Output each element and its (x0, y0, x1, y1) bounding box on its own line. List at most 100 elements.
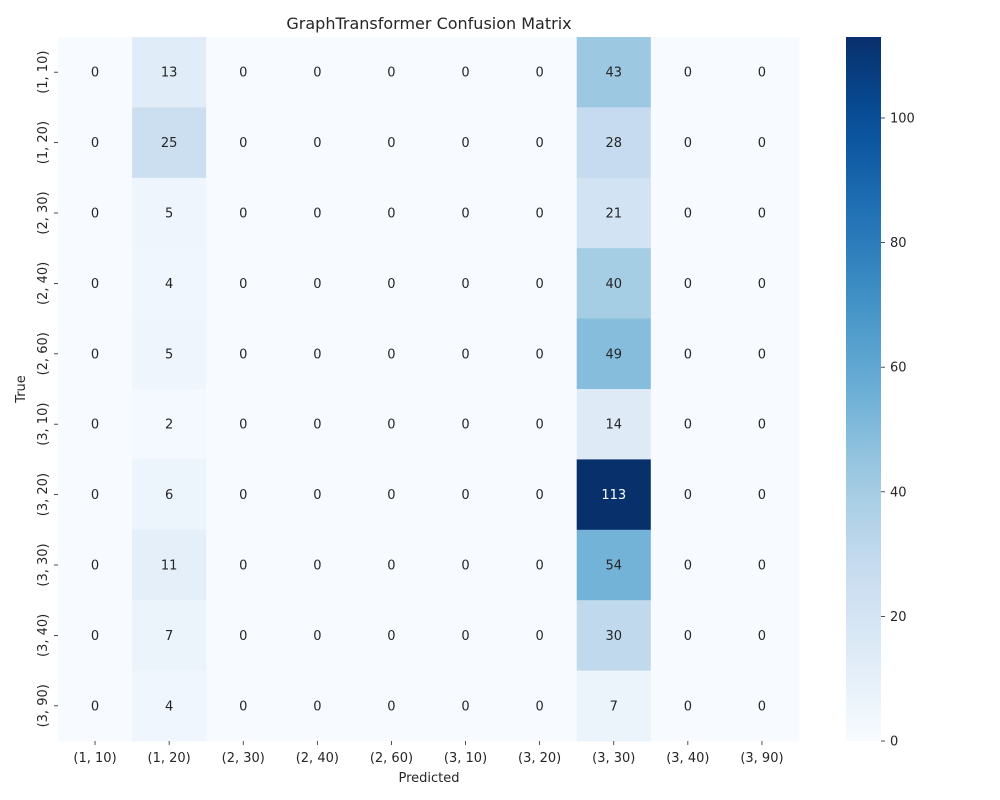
colorbar-tick-label: 80 (890, 236, 907, 251)
cell-value-label: 0 (239, 277, 247, 292)
colorbar (846, 37, 881, 741)
x-tick-label: (1, 20) (148, 751, 191, 766)
heatmap-cell (280, 600, 355, 672)
heatmap-cell (576, 389, 652, 460)
heatmap-cell (650, 248, 726, 320)
cell-value-label: 0 (461, 207, 469, 222)
cell-value-label: 0 (91, 699, 99, 714)
x-axis-ticks: (1, 10) (1, 20) (2, 30) (2, 40) (2, 60) (3, 1… (73, 741, 784, 766)
x-tick-label: (3, 20) (518, 751, 561, 766)
heatmap-cell (428, 600, 504, 672)
cell-value-label: 40 (605, 277, 622, 292)
heatmap-cell (502, 318, 578, 390)
cell-value-label: 0 (387, 559, 395, 574)
colorbar-tick-label: 40 (890, 485, 907, 500)
heatmap-cell (58, 177, 133, 249)
heatmap-cell (206, 459, 281, 531)
cell-value-label: 0 (536, 277, 544, 292)
x-tick-label: (2, 60) (370, 751, 413, 766)
cell-value-label: 25 (161, 136, 178, 151)
heatmap-cell (354, 600, 429, 672)
heatmap-cell (502, 670, 578, 742)
heatmap-cell (58, 600, 133, 672)
cell-annotations: 0 13 0 0 0 0 0 43 0 00 25 0 0 0 0 0 28 0 00 5 0 0 0 0 0 21 0 00 4 0 0 0… (91, 66, 766, 715)
heatmap-cell (502, 529, 578, 601)
heatmap-cell (724, 177, 800, 249)
y-tick-label: (2, 30) (36, 191, 51, 234)
heatmap-cell (576, 459, 652, 531)
heatmap-cell (280, 318, 355, 390)
heatmap-cell (650, 459, 726, 531)
cell-value-label: 0 (684, 347, 692, 362)
heatmap-cell (58, 670, 133, 742)
cell-value-label: 0 (91, 418, 99, 433)
cell-value-label: 0 (758, 418, 766, 433)
cell-value-label: 11 (161, 559, 178, 574)
heatmap-cell (354, 459, 429, 531)
cell-value-label: 0 (387, 699, 395, 714)
heatmap-cells (58, 37, 800, 742)
heatmap-cell (354, 529, 429, 601)
cell-value-label: 0 (387, 207, 395, 222)
colorbar-tick-label: 0 (890, 735, 898, 750)
heatmap-cell (650, 318, 726, 390)
heatmap-cell (58, 318, 133, 390)
heatmap-cell (502, 177, 578, 249)
cell-value-label: 0 (91, 207, 99, 222)
cell-value-label: 0 (536, 488, 544, 503)
cell-value-label: 0 (758, 66, 766, 81)
cell-value-label: 0 (461, 136, 469, 151)
cell-value-label: 0 (461, 418, 469, 433)
cell-value-label: 0 (91, 559, 99, 574)
y-tick-label: (1, 20) (36, 121, 51, 164)
heatmap-cell (206, 529, 281, 601)
cell-value-label: 0 (758, 277, 766, 292)
heatmap-cell (132, 248, 207, 320)
cell-value-label: 0 (387, 629, 395, 644)
cell-value-label: 21 (605, 207, 622, 222)
cell-value-label: 43 (605, 66, 622, 81)
heatmap-cell (132, 459, 207, 531)
cell-value-label: 0 (239, 347, 247, 362)
heatmap-cell (724, 37, 800, 108)
cell-value-label: 0 (91, 488, 99, 503)
cell-value-label: 0 (313, 699, 321, 714)
cell-value-label: 0 (684, 207, 692, 222)
heatmap-cell (132, 318, 207, 390)
heatmap-cell (58, 107, 133, 179)
heatmap-cell (650, 37, 726, 108)
heatmap-cell (58, 248, 133, 320)
cell-value-label: 0 (758, 488, 766, 503)
heatmap-cell (354, 107, 429, 179)
heatmap-cell (280, 248, 355, 320)
heatmap-cell (724, 600, 800, 672)
cell-value-label: 0 (536, 629, 544, 644)
heatmap-cell (132, 529, 207, 601)
heatmap-cell (206, 177, 281, 249)
cell-value-label: 0 (239, 207, 247, 222)
cell-value-label: 4 (165, 699, 173, 714)
cell-value-label: 113 (601, 488, 626, 503)
cell-value-label: 0 (536, 207, 544, 222)
cell-value-label: 0 (313, 488, 321, 503)
cell-value-label: 0 (536, 136, 544, 151)
heatmap-cell (502, 107, 578, 179)
heatmap-cell (428, 107, 504, 179)
x-axis-label: Predicted (398, 771, 459, 786)
cell-value-label: 0 (91, 277, 99, 292)
heatmap-cell (58, 459, 133, 531)
cell-value-label: 0 (313, 136, 321, 151)
cell-value-label: 0 (91, 629, 99, 644)
cell-value-label: 0 (91, 66, 99, 81)
heatmap-cell (206, 37, 281, 108)
cell-value-label: 0 (387, 347, 395, 362)
heatmap-cell (428, 248, 504, 320)
cell-value-label: 0 (536, 347, 544, 362)
heatmap-cell (132, 670, 207, 742)
cell-value-label: 0 (313, 207, 321, 222)
cell-value-label: 28 (605, 136, 622, 151)
cell-value-label: 0 (313, 66, 321, 81)
heatmap-cell (132, 600, 207, 672)
y-tick-label: (2, 60) (36, 332, 51, 375)
